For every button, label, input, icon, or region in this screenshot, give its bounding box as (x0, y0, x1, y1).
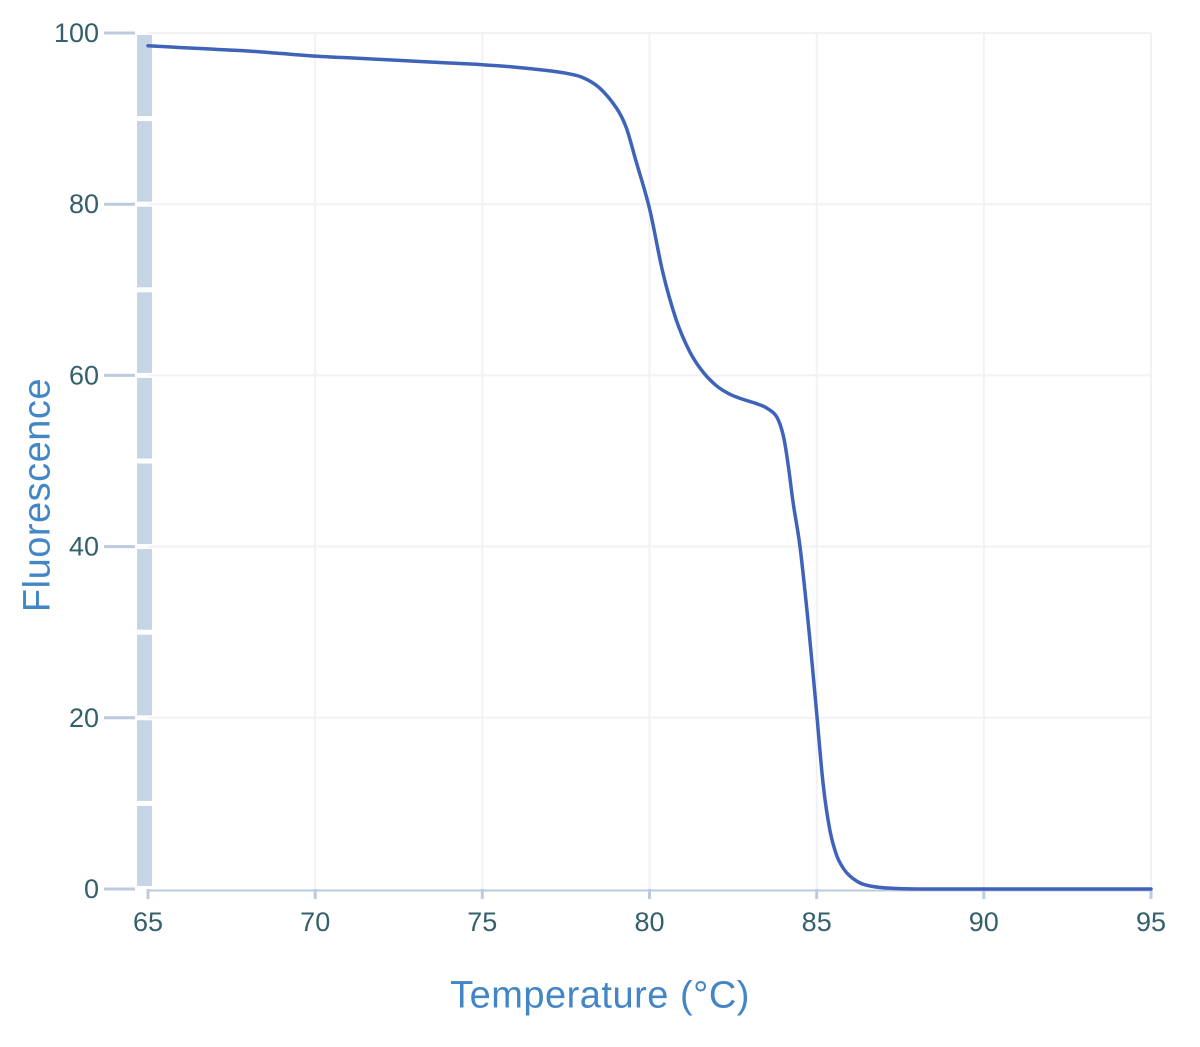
y-axis-band-segment (137, 720, 152, 801)
x-tick-label: 75 (467, 907, 497, 937)
y-tick-label: 40 (69, 532, 99, 562)
melt-curve-line (146, 44, 1153, 891)
x-tick-label: 90 (969, 907, 999, 937)
y-axis-band-segment (137, 549, 152, 630)
y-tick-label: 20 (69, 703, 99, 733)
y-tick-label: 80 (69, 189, 99, 219)
x-tick-label: 80 (634, 907, 664, 937)
y-axis-band-segment (137, 206, 152, 288)
x-tick-label: 65 (133, 907, 163, 937)
y-axis-band-segment (137, 463, 152, 545)
x-tick-label: 70 (300, 907, 330, 937)
x-axis-title: Temperature (°C) (450, 974, 750, 1017)
y-axis-band-segment (137, 634, 152, 716)
y-axis-band-segment (137, 292, 152, 373)
y-axis-band-segment (137, 121, 152, 202)
y-axis-title: Fluorescence (16, 377, 59, 613)
x-tick-label: 85 (802, 907, 832, 937)
y-tick-label: 60 (69, 360, 99, 390)
y-tick-label: 100 (54, 18, 99, 48)
y-axis-band-segment (137, 35, 152, 117)
y-tick-label: 0 (84, 874, 99, 904)
y-axis-band-segment (137, 377, 152, 459)
x-tick-label: 95 (1136, 907, 1166, 937)
y-axis-band-segment (137, 805, 152, 886)
